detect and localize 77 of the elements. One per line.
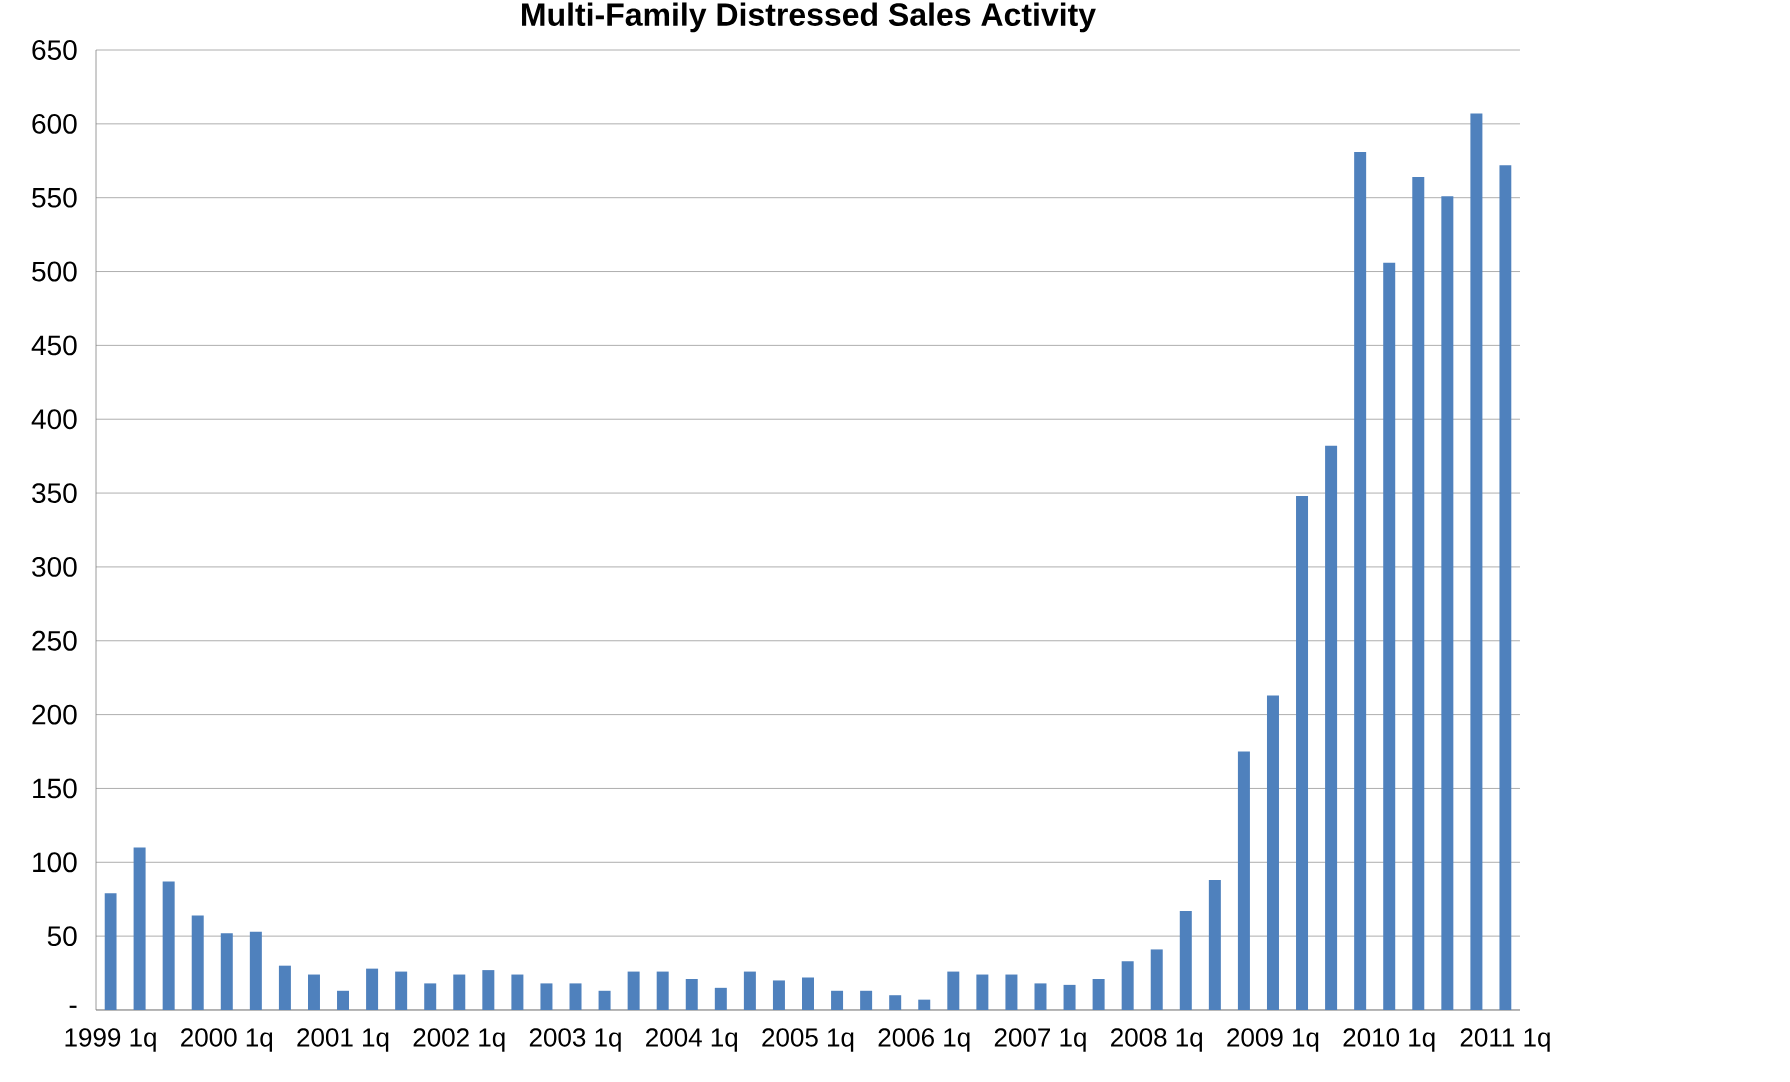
bar	[685, 978, 698, 1010]
bar	[1470, 113, 1483, 1010]
x-tick-label: 2004 1q	[646, 1028, 738, 1052]
bar	[453, 974, 466, 1010]
bar	[1121, 961, 1134, 1010]
y-tick-label: 50	[47, 926, 77, 947]
x-tick-label: 2001 1q	[297, 1028, 389, 1052]
bar	[976, 974, 989, 1010]
y-tick-label: 450	[31, 335, 77, 356]
y-tick-label: 600	[32, 113, 77, 134]
bar	[1179, 911, 1192, 1010]
x-tick-label: 2009 1q	[1227, 1028, 1319, 1052]
y-tick-label: 200	[32, 704, 77, 725]
bar	[1034, 983, 1047, 1010]
y-tick-label: 300	[32, 556, 77, 577]
bar	[1237, 751, 1250, 1010]
x-tick-label: 2011 1q	[1460, 1028, 1550, 1052]
x-tick-label: 2005 1q	[762, 1028, 854, 1052]
x-tick-label: 1999 1q	[65, 1028, 156, 1052]
x-tick-label: 2003 1q	[529, 1028, 621, 1052]
bar	[220, 933, 233, 1010]
bar	[1325, 445, 1338, 1010]
bar	[540, 983, 553, 1010]
bar	[947, 971, 960, 1010]
x-tick-label: 2010 1q	[1343, 1028, 1435, 1052]
y-tick-label: 500	[32, 261, 77, 282]
bar	[1441, 196, 1454, 1010]
bar	[1499, 165, 1512, 1010]
bar	[482, 970, 495, 1010]
bar	[569, 983, 582, 1010]
bar	[366, 968, 379, 1010]
bar	[133, 847, 146, 1010]
y-tick-label: 350	[32, 483, 77, 503]
bar	[162, 881, 175, 1010]
bar	[743, 971, 756, 1010]
bar	[1150, 949, 1163, 1010]
bar	[1354, 151, 1367, 1010]
bar	[424, 983, 437, 1010]
x-tick-label: 2008 1q	[1111, 1028, 1203, 1052]
bar	[656, 971, 669, 1010]
bar	[918, 999, 931, 1010]
bar	[337, 990, 350, 1010]
bar	[1092, 978, 1105, 1010]
y-tick-label: -	[69, 1005, 77, 1008]
bar	[1005, 974, 1018, 1010]
bar	[278, 965, 291, 1010]
bar	[307, 974, 320, 1010]
bar	[191, 915, 204, 1010]
bar	[1208, 880, 1221, 1010]
x-tick-label: 2006 1q	[878, 1028, 970, 1052]
y-tick-label: 550	[32, 187, 77, 208]
bar	[598, 990, 611, 1010]
bar	[395, 971, 408, 1010]
x-tick-label: 2007 1q	[994, 1028, 1086, 1052]
bar	[627, 971, 640, 1010]
y-tick-label: 250	[32, 630, 77, 651]
bar	[831, 990, 844, 1010]
bar	[1266, 695, 1279, 1010]
bar	[249, 931, 262, 1010]
y-tick-label: 650	[32, 40, 77, 60]
bar	[860, 990, 873, 1010]
bar	[1383, 262, 1396, 1010]
bar	[802, 977, 814, 1010]
bar	[889, 995, 902, 1010]
bar	[1063, 984, 1076, 1010]
bar	[772, 980, 785, 1010]
bar	[104, 893, 117, 1010]
bar	[511, 974, 524, 1010]
chart-title: Multi-Family Distressed Sales Activity	[522, 2, 1096, 33]
bar	[714, 987, 727, 1010]
y-tick-label: 100	[33, 852, 77, 873]
x-tick-label: 2000 1q	[181, 1028, 273, 1052]
bar	[1412, 177, 1425, 1010]
y-tick-label: 150	[33, 778, 77, 799]
bar	[1296, 496, 1309, 1010]
x-tick-label: 2002 1q	[413, 1028, 505, 1052]
y-tick-label: 400	[31, 409, 77, 430]
